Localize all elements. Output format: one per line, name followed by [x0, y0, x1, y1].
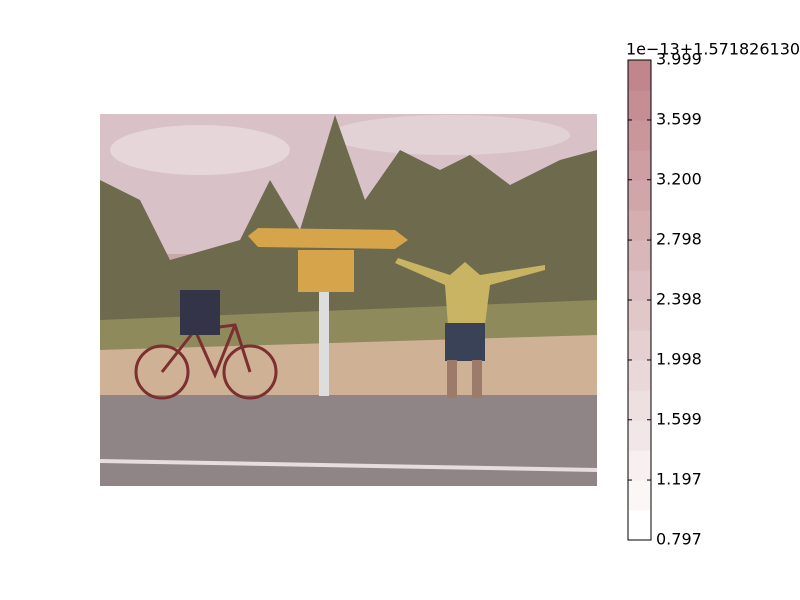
colorbar-tick-label: 1.197: [656, 470, 702, 489]
colorbar: 0.797 1.197 1.599 1.998 2.398 2.798 3.200 3.599…: [627, 50, 702, 549]
cyclist: [180, 290, 220, 335]
photo: [100, 114, 597, 486]
cloud: [110, 125, 290, 175]
road: [100, 395, 597, 486]
colorbar-band: [628, 360, 651, 391]
cloud: [330, 115, 570, 155]
colorbar-band: [628, 420, 651, 451]
colorbar-band: [628, 450, 651, 481]
colorbar-tick-label: 3.599: [656, 109, 702, 128]
colorbar-tick-label: 2.398: [656, 290, 702, 309]
post: [319, 290, 329, 396]
colorbar-band: [628, 390, 651, 421]
colorbar-band: [628, 90, 651, 121]
colorbar-band: [628, 510, 651, 541]
colorbar-band: [628, 150, 651, 181]
sign: [248, 228, 408, 249]
colorbar-band: [628, 270, 651, 301]
leg: [447, 360, 457, 398]
leg: [472, 360, 482, 398]
colorbar-tick-label: 3.999: [656, 50, 702, 69]
colorbar-band: [628, 210, 651, 241]
colorbar-tick-label: 0.797: [656, 530, 702, 549]
colorbar-band: [628, 60, 651, 91]
colorbar-tick-label: 1.599: [656, 409, 702, 428]
shorts: [445, 323, 485, 361]
colorbar-band: [628, 300, 651, 331]
colorbar-tick-label: 1.998: [656, 349, 702, 368]
person: [395, 258, 545, 325]
sign: [298, 250, 354, 292]
bicycle: [134, 323, 278, 400]
road-line: [100, 459, 597, 472]
colorbar-band: [628, 480, 651, 511]
colorbar-band: [628, 330, 651, 361]
colorbar-band: [628, 240, 651, 271]
colorbar-tick-label: 2.798: [656, 230, 702, 249]
colorbar-band: [628, 180, 651, 211]
colorbar-band: [628, 120, 651, 151]
offset-label: 1e−13+1.571826130: [626, 40, 800, 59]
colorbar-tick-label: 3.200: [656, 169, 702, 188]
